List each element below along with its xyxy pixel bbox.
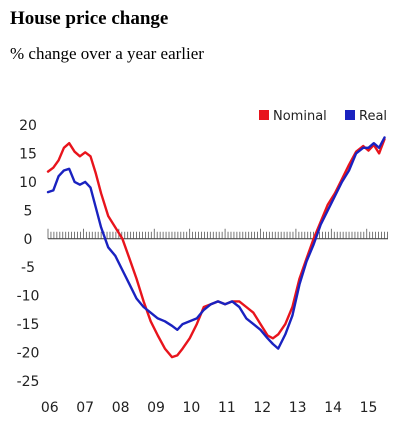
x-tick-label: 07 [76, 400, 94, 416]
series-line-nominal [46, 137, 386, 359]
legend-swatch-real [345, 110, 355, 120]
series-line-real [46, 136, 386, 350]
legend-swatch-nominal [259, 110, 269, 120]
x-tick-label: 14 [324, 400, 342, 416]
x-tick-label: 06 [41, 400, 59, 416]
x-tick-label: 11 [218, 400, 236, 416]
y-tick-label: 5 [24, 203, 33, 219]
zero-line-ticks [47, 228, 388, 239]
x-tick-label: 09 [147, 400, 165, 416]
legend-label-real: Real [359, 109, 387, 124]
y-tick-label: -10 [17, 289, 40, 305]
y-tick-label: -25 [17, 374, 40, 390]
x-tick-label: 10 [183, 400, 201, 416]
y-tick-label: 10 [19, 175, 37, 191]
y-tick-label: 15 [19, 146, 37, 162]
y-tick-label: 0 [24, 232, 33, 248]
y-tick-label: -5 [21, 260, 35, 276]
chart-title: House price change [10, 8, 169, 29]
x-tick-label: 12 [253, 400, 271, 416]
x-tick-label: 13 [289, 400, 307, 416]
chart-subtitle: % change over a year earlier [10, 44, 204, 63]
x-tick-label: 15 [360, 400, 378, 416]
y-tick-label: 20 [19, 118, 37, 134]
x-tick-label: 08 [112, 400, 130, 416]
legend-label-nominal: Nominal [273, 109, 327, 124]
y-tick-label: -15 [17, 317, 40, 333]
y-tick-label: -20 [17, 346, 40, 362]
